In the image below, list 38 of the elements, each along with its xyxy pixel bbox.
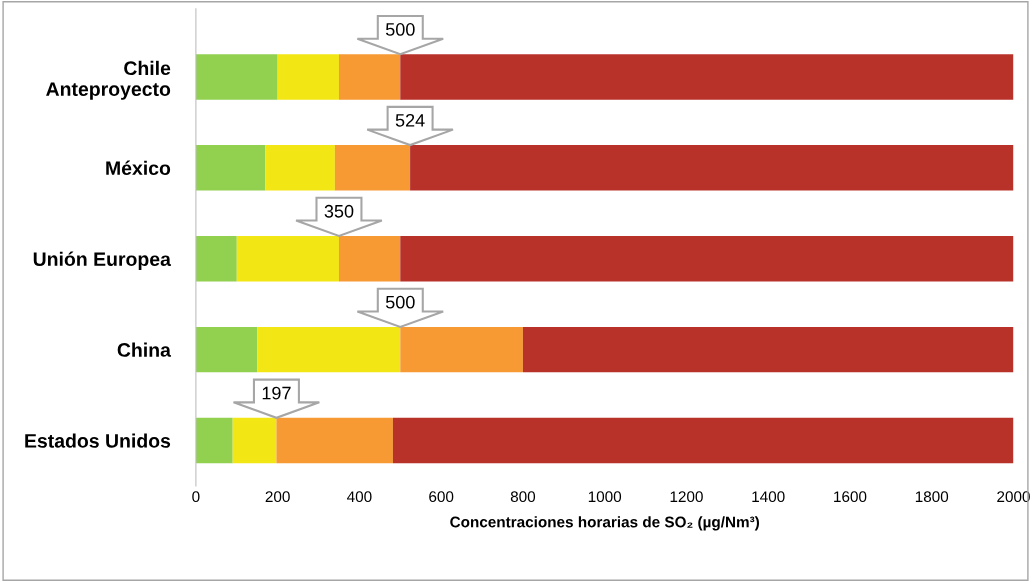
bar <box>236 235 339 282</box>
bar <box>195 235 237 282</box>
y-tick-label: Unión Europea <box>33 251 172 270</box>
bar <box>195 417 233 464</box>
x-tick-label: 800 <box>510 491 536 503</box>
x-tick-label: 1600 <box>834 491 867 503</box>
y-tick-label: China <box>117 342 172 357</box>
bar <box>392 417 1014 464</box>
bar <box>195 54 278 100</box>
x-tick-label: 0 <box>192 491 200 503</box>
annotation: 524 <box>395 113 425 127</box>
annotation: 197 <box>262 386 291 400</box>
x-tick-label: 1200 <box>670 491 703 503</box>
bar <box>410 145 1014 191</box>
x-tick-label: 1000 <box>588 491 622 503</box>
bar <box>195 145 266 191</box>
x-axis-title: Concentraciones horarias de SO₂ (µg/Nm³) <box>450 516 760 531</box>
y-tick-label: Chile Anteproyecto <box>46 60 171 100</box>
bar <box>400 235 1014 282</box>
y-tick-label: México <box>106 160 171 176</box>
x-tick-label: 1800 <box>915 491 949 503</box>
bar <box>276 417 393 464</box>
x-tick-label: 200 <box>265 491 290 503</box>
annotation: 350 <box>324 204 354 218</box>
annotation: 500 <box>385 23 415 36</box>
x-tick-label: 1400 <box>752 491 785 503</box>
bar <box>195 326 258 373</box>
bar <box>400 326 523 373</box>
bar <box>265 145 335 191</box>
bar <box>277 54 339 100</box>
x-tick-label: 400 <box>347 491 372 503</box>
x-tick-label: 2000 <box>997 491 1030 503</box>
bar <box>400 54 1014 100</box>
bar <box>257 326 401 373</box>
y-tick-label: Estados Unidos <box>25 433 171 448</box>
x-tick-label: 600 <box>429 491 454 503</box>
annotation: 500 <box>385 295 415 309</box>
bar <box>522 326 1014 373</box>
